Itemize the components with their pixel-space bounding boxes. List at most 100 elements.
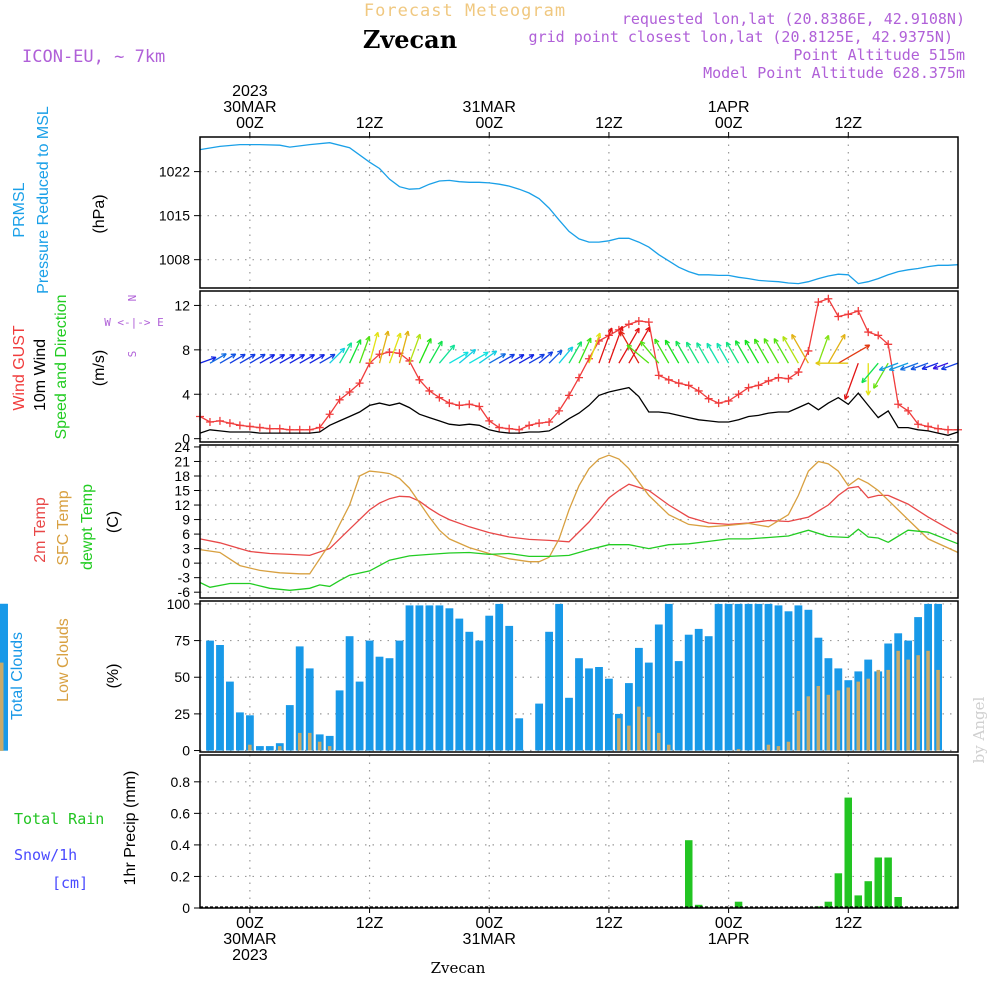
gust-point: [864, 328, 873, 337]
wind-arrow-head: [706, 342, 712, 349]
wind-arrow-head: [260, 353, 266, 359]
gust-point: [834, 312, 843, 321]
wind-arrow: [598, 327, 613, 364]
y-tick-label: 3: [182, 541, 190, 557]
wind-arrow-head: [547, 351, 554, 357]
wind-arrow-head: [921, 364, 928, 371]
wind-arrow-head: [843, 394, 850, 400]
wind-arrow: [675, 340, 690, 364]
rain-bar: [894, 897, 902, 908]
wind-arrow-head: [279, 354, 286, 360]
low-cloud-bar: [816, 686, 821, 751]
wind-arrow-head: [865, 390, 871, 396]
wind-arrow-head: [932, 364, 939, 370]
wind-arrow: [861, 362, 879, 384]
wind-arrow-head: [437, 340, 443, 347]
low-cloud-bar: [796, 711, 801, 751]
gust-point: [415, 375, 424, 384]
wind-arrow-head: [910, 365, 917, 371]
rain-bar: [734, 901, 743, 908]
gust-point: [734, 390, 743, 399]
gust-point: [774, 373, 783, 382]
wind-arrow: [299, 354, 315, 364]
wind-arrow-head: [619, 330, 625, 337]
time-label-bottom: 1APR: [708, 931, 750, 948]
gust-point: [425, 386, 434, 395]
total-cloud-bar: [265, 746, 274, 751]
y-tick-label: 0.4: [171, 837, 191, 853]
total-cloud-bar: [256, 746, 264, 751]
wind-arrow-head: [725, 341, 731, 348]
wind-arrow: [408, 334, 421, 364]
wind-arrow-head: [463, 351, 469, 357]
wind-arrow: [349, 339, 362, 364]
gust-point: [944, 425, 953, 434]
total-cloud-bar: [744, 603, 753, 751]
low-cloud-bar: [736, 749, 741, 751]
temp-unit-label: (C): [105, 511, 122, 533]
wind-arrow: [358, 336, 370, 364]
wind-arrow: [558, 346, 574, 364]
wind-arrow: [921, 362, 939, 370]
wind-arrow-head: [528, 354, 535, 360]
low-cloud-bar: [886, 669, 890, 751]
wind-arrow: [368, 332, 379, 364]
wind-arrow: [428, 340, 443, 364]
y-tick-label: 8: [182, 342, 190, 358]
gust-point: [904, 406, 913, 415]
wind-arrow: [626, 344, 650, 364]
time-label-bottom: 30MAR: [223, 931, 276, 948]
rain-bar: [694, 904, 703, 908]
wind-arrow-head: [518, 354, 525, 360]
wind-arrow-head: [509, 353, 515, 359]
snow-unit-label: [cm]: [52, 874, 88, 892]
wind-arrow: [269, 354, 285, 364]
low-cloud-bar: [846, 687, 850, 751]
model-name: ICON-EU, ~ 7km: [22, 47, 165, 67]
total-cloud-bar: [724, 603, 733, 751]
wind-arrow: [438, 344, 456, 364]
wind-arrow-head: [618, 325, 624, 332]
low-cloud-bar: [826, 694, 831, 751]
wind-arrow: [664, 339, 680, 364]
wind-arrow: [319, 353, 336, 364]
gust-point: [435, 393, 444, 402]
total-cloud-bar: [505, 625, 514, 751]
gust-point: [804, 346, 813, 355]
time-label-bottom: 00Z: [715, 915, 743, 932]
wind-arrow-head: [773, 338, 779, 344]
total-cloud-bar: [445, 608, 454, 751]
total-cloud-bar: [216, 645, 224, 751]
panel5-labels: Total Rain Snow/1h [cm] 1hr Precip (mm): [14, 771, 139, 892]
temp2m-label: 2m Temp: [32, 497, 49, 563]
gust-point: [674, 379, 683, 388]
low-cloud-bar: [647, 716, 651, 751]
low-cloud-bar: [278, 746, 282, 751]
low-cloud-bar: [308, 732, 312, 751]
wind-arrow: [378, 330, 389, 364]
wind-arrow-head: [404, 330, 410, 337]
time-label-top: 12Z: [835, 115, 863, 132]
gust-point: [624, 320, 633, 329]
panel1-labels: PRMSL Pressure Reduced to MSL (hPa): [11, 106, 108, 294]
y-tick-label: 15: [174, 483, 190, 499]
wind-arrow: [782, 336, 799, 364]
wind-arrow-head: [299, 354, 306, 360]
y-tick-label: 9: [182, 512, 190, 528]
wind-arrow-head: [645, 326, 651, 333]
wind-arrow: [229, 353, 246, 364]
low-cloud-bar: [0, 743, 4, 751]
low-cloud-bar: [637, 706, 641, 751]
product-title: Forecast Meteogram: [364, 1, 566, 21]
gust-point: [335, 395, 344, 404]
gust-point: [405, 356, 414, 365]
panel-frame: [199, 290, 959, 443]
rain-bar: [884, 857, 892, 908]
total-cloud-bar: [764, 603, 773, 751]
gust-point: [914, 420, 923, 429]
wind-arrow-head: [864, 344, 871, 350]
y-tick-label: 0: [182, 900, 190, 916]
wind-arrow: [199, 356, 217, 364]
y-tick-label: 0: [182, 555, 190, 571]
gust-point: [764, 376, 773, 385]
